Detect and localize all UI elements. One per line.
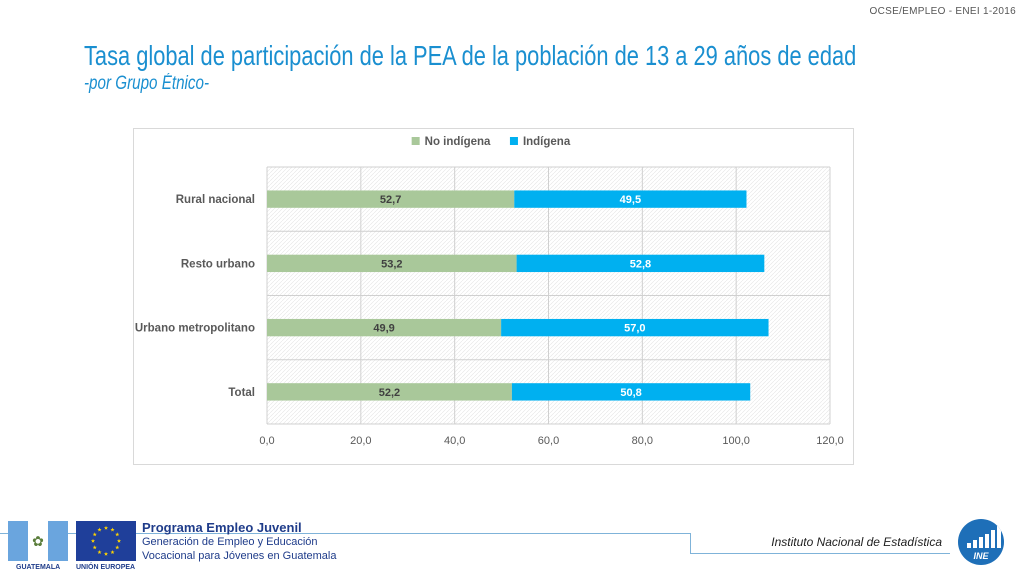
report-code: OCSE/EMPLEO - ENEI 1-2016	[869, 6, 1016, 17]
star-icon	[92, 545, 97, 550]
bar-chart: 0,0 20,0 40,0 60,0 80,0 100,0 120,0 Rural nacio…	[135, 136, 844, 447]
program-line-2: Vocacional para Jóvenes en Guatemala	[142, 550, 337, 562]
data-label: 57,0	[624, 323, 645, 335]
data-label: 52,2	[379, 387, 400, 399]
footer-line-connector	[690, 533, 691, 554]
bar-no-indigena	[267, 318, 502, 337]
star-icon	[116, 538, 122, 543]
ine-logo-text: INE	[973, 551, 989, 561]
x-tick-label: 20,0	[350, 435, 371, 447]
eu-label: UNIÓN EUROPEA	[76, 564, 136, 571]
guatemala-flag: ✿	[8, 521, 68, 561]
star-icon	[97, 550, 102, 555]
star-icon	[103, 551, 109, 556]
category-label: Urbano metropolitano	[135, 323, 255, 335]
category-label: Rural nacional	[176, 194, 255, 206]
data-label: 52,8	[630, 258, 651, 270]
bar-indigena	[501, 318, 769, 337]
ine-logo: INE	[958, 519, 1004, 565]
star-icon	[115, 532, 120, 537]
data-label: 50,8	[620, 387, 641, 399]
bar-indigena	[514, 190, 747, 208]
page-title: Tasa global de participación de la PEA d…	[84, 40, 857, 71]
x-tick-label: 0,0	[259, 435, 274, 447]
star-icon	[97, 527, 102, 532]
legend-label: No indígena	[425, 136, 491, 148]
star-icon	[115, 545, 120, 550]
x-tick-label: 60,0	[538, 435, 559, 447]
data-label: 53,2	[381, 258, 402, 270]
coat-of-arms-icon: ✿	[28, 521, 48, 561]
star-icon	[90, 538, 96, 543]
bar-indigena	[516, 254, 765, 273]
x-tick-label: 40,0	[444, 435, 465, 447]
legend-swatch	[411, 137, 420, 145]
data-label: 49,5	[620, 194, 641, 206]
institute-name: Instituto Nacional de Estadística	[771, 535, 942, 549]
chart-area: 0,0 20,0 40,0 60,0 80,0 100,0 120,0 Rural nacio…	[133, 128, 854, 465]
footer-line-left	[0, 533, 690, 534]
footer-line-right	[690, 553, 950, 554]
star-icon	[110, 550, 115, 555]
program-line-1: Generación de Empleo y Educación	[142, 536, 318, 548]
bar-no-indigena	[267, 190, 515, 208]
data-label: 52,7	[380, 194, 401, 206]
legend-swatch	[509, 137, 518, 145]
legend-label: Indígena	[523, 136, 571, 148]
eu-stars-icon	[90, 525, 122, 556]
guatemala-label: GUATEMALA	[16, 564, 61, 571]
program-title: Programa Empleo Juvenil	[142, 520, 302, 535]
page-subtitle: -por Grupo Étnico-	[84, 73, 210, 94]
x-tick-label: 80,0	[632, 435, 653, 447]
category-label: Resto urbano	[181, 258, 255, 270]
data-label: 49,9	[373, 323, 394, 335]
category-label: Total	[228, 387, 255, 399]
bar-no-indigena	[267, 383, 512, 401]
x-tick-label: 100,0	[722, 435, 750, 447]
star-icon	[103, 525, 109, 530]
star-icon	[110, 527, 115, 532]
bar-chart-icon	[967, 526, 1001, 548]
eu-flag	[76, 521, 136, 561]
bar-indigena	[511, 383, 751, 401]
bar-no-indigena	[267, 254, 517, 273]
star-icon	[92, 532, 97, 537]
x-tick-label: 120,0	[816, 435, 844, 447]
